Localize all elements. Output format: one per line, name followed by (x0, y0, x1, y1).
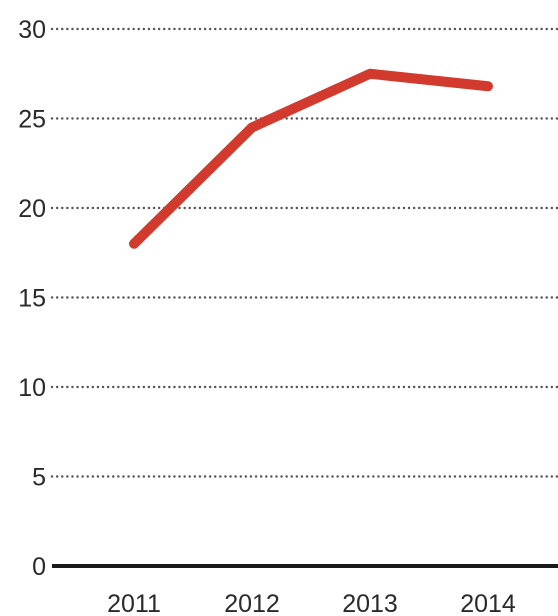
x-tick-label: 2013 (342, 590, 398, 616)
y-tick-label: 0 (32, 553, 46, 581)
series-line (129, 68, 493, 249)
x-tick-label: 2011 (107, 590, 161, 616)
x-tick-label: 2012 (224, 590, 280, 616)
y-tick-label: 5 (32, 464, 46, 492)
y-tick-label: 30 (18, 16, 46, 44)
gridlines (50, 27, 558, 568)
y-tick-label: 25 (18, 106, 46, 134)
series (129, 68, 493, 249)
x-axis: 2011 2012 2013 2014 (107, 590, 516, 616)
x-tick-label: 2014 (460, 590, 516, 616)
y-tick-label: 15 (18, 285, 46, 313)
y-axis: 0 5 10 15 20 25 30 (18, 16, 46, 581)
y-tick-label: 10 (18, 374, 46, 402)
y-tick-label: 20 (18, 195, 46, 223)
